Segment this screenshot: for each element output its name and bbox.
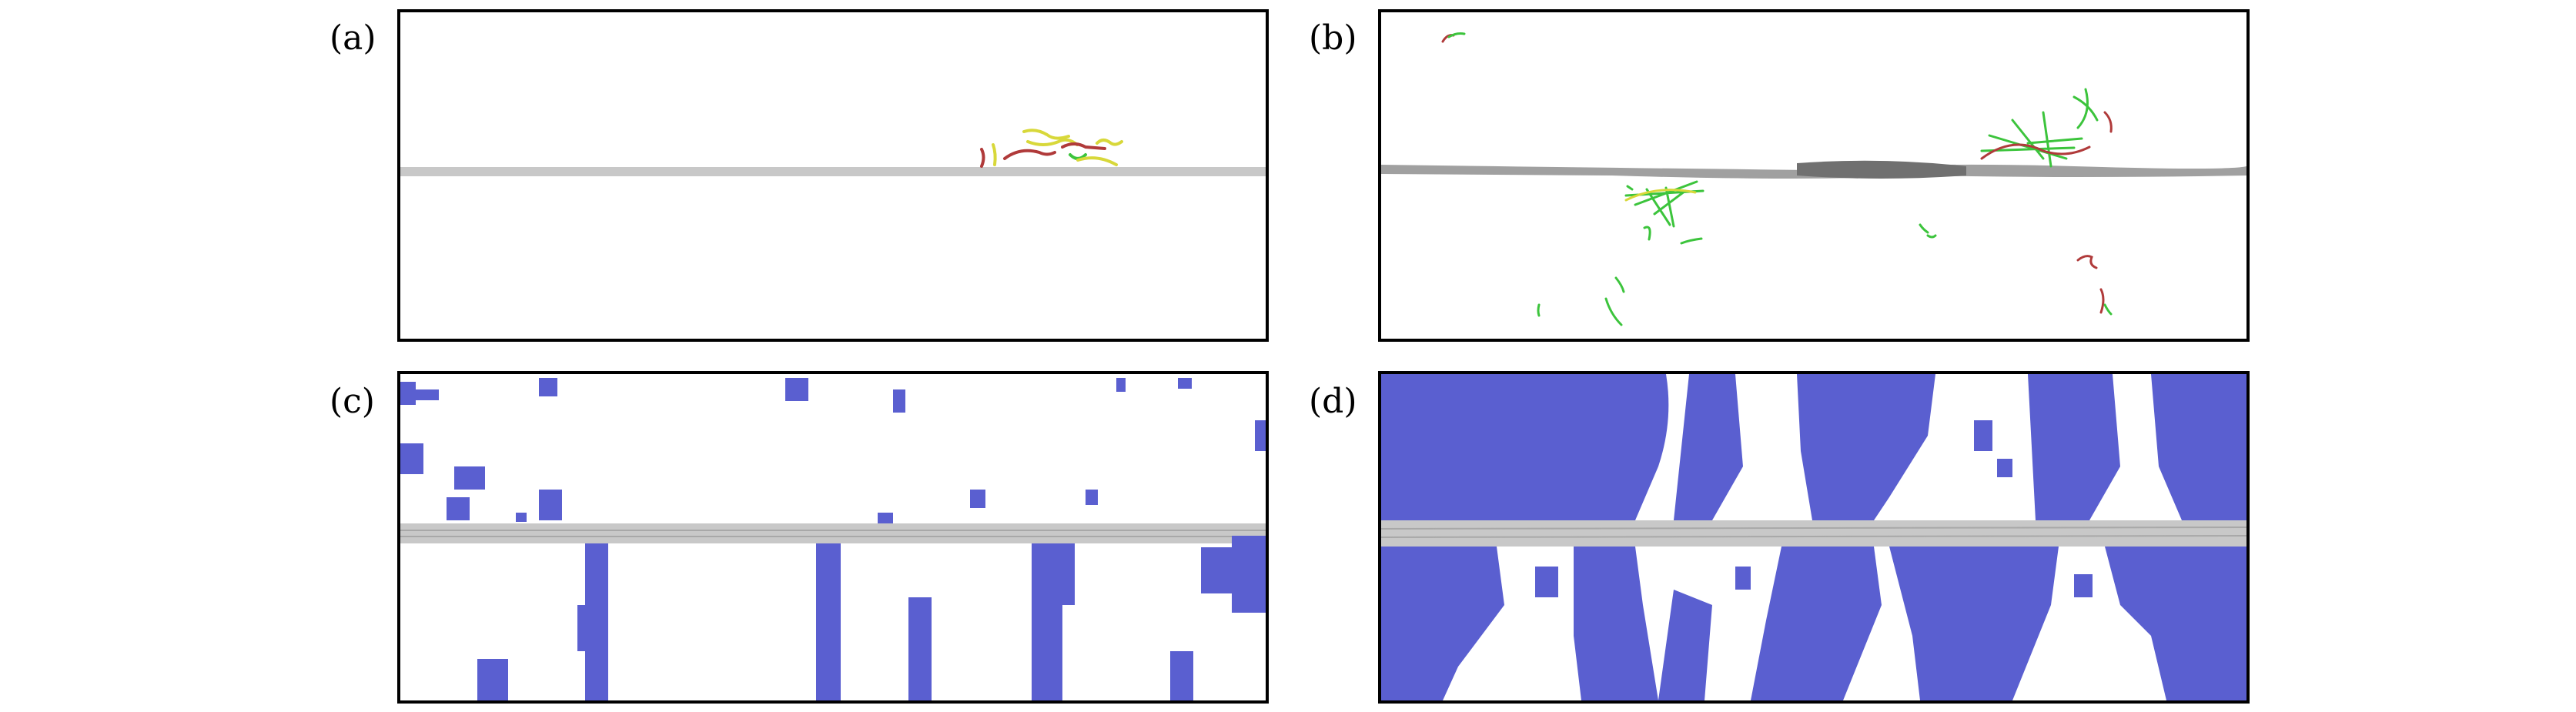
panel-d-canvas [1381,374,2246,700]
panel-label-b: (b) [1309,18,1357,58]
panel-label-a: (a) [330,18,376,58]
panel-a [397,9,1269,342]
panel-label-d: (d) [1309,382,1357,421]
panel-b-canvas [1381,32,2246,326]
atom-clusters [400,378,1266,700]
atom-clusters [1381,374,2246,700]
interface-layer [400,523,1266,543]
interface-deformed [1797,160,1966,179]
interface-layer [400,167,1266,176]
dislocation-lines [1441,32,2113,326]
panel-c [397,371,1269,704]
panel-b [1378,9,2250,342]
interface-layer [1381,520,2246,547]
panel-d [1378,371,2250,704]
panel-a-canvas [400,129,1266,176]
panel-label-c: (c) [330,382,375,421]
panel-c-canvas [400,378,1266,700]
dislocation-lines [980,129,1123,168]
